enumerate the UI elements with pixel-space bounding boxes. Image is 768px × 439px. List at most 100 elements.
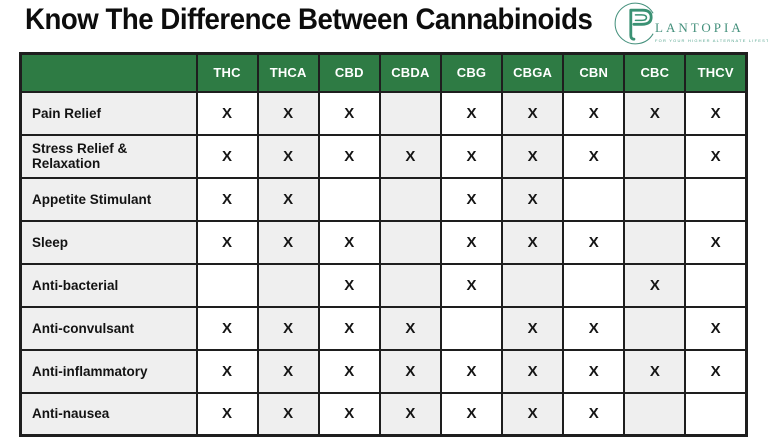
header-row: THC THCA CBD CBDA CBG CBGA CBN CBC THCV — [19, 52, 748, 93]
table-row: Sleep X X X X X X X — [19, 219, 748, 265]
mark-cell: X — [684, 133, 748, 179]
column-header-cbda: CBDA — [378, 52, 442, 93]
column-header-cbc: CBC — [623, 52, 687, 93]
table-row: Appetite Stimulant X X X X — [19, 176, 748, 222]
mark-cell: X — [562, 305, 626, 351]
mark-cell — [623, 133, 687, 179]
mark-cell: X — [684, 219, 748, 265]
row-label: Appetite Stimulant — [19, 176, 198, 222]
row-label: Pain Relief — [19, 90, 198, 136]
mark-cell: X — [623, 262, 687, 308]
mark-cell: X — [317, 262, 381, 308]
mark-cell: X — [439, 262, 504, 308]
mark-cell — [378, 90, 442, 136]
mark-cell — [623, 305, 687, 351]
corner-cell — [19, 52, 198, 93]
mark-cell: X — [439, 176, 504, 222]
table-row: Anti-inflammatory X X X X X X X X X — [19, 348, 748, 394]
cannabinoid-comparison-table: THC THCA CBD CBDA CBG CBGA CBN CBC THCV Pain Rel… — [19, 52, 748, 437]
mark-cell — [562, 176, 626, 222]
column-header-thca: THCA — [256, 52, 320, 93]
mark-cell — [684, 262, 748, 308]
mark-cell — [623, 391, 687, 437]
mark-cell: X — [501, 391, 565, 437]
mark-cell: X — [684, 305, 748, 351]
column-header-cbga: CBGA — [501, 52, 565, 93]
row-label: Anti-inflammatory — [19, 348, 198, 394]
mark-cell: X — [256, 219, 320, 265]
mark-cell: X — [256, 133, 320, 179]
mark-cell: X — [256, 348, 320, 394]
mark-cell — [623, 219, 687, 265]
logo-text: LANTOPIA FOR YOUR HIGHER ALTERNATE LIFES… — [655, 20, 768, 43]
mark-cell: X — [317, 305, 381, 351]
mark-cell: X — [378, 133, 442, 179]
row-label: Stress Relief & Relaxation — [19, 133, 198, 179]
mark-cell: X — [195, 176, 259, 222]
mark-cell: X — [562, 391, 626, 437]
column-header-thcv: THCV — [684, 52, 748, 93]
mark-cell: X — [317, 391, 381, 437]
mark-cell: X — [501, 348, 565, 394]
mark-cell — [684, 176, 748, 222]
table-row: Anti-bacterial X X X — [19, 262, 748, 308]
mark-cell: X — [195, 348, 259, 394]
mark-cell: X — [439, 348, 504, 394]
mark-cell: X — [378, 391, 442, 437]
mark-cell — [378, 176, 442, 222]
mark-cell: X — [501, 176, 565, 222]
row-label: Anti-nausea — [19, 391, 198, 437]
plantopia-logo: LANTOPIA FOR YOUR HIGHER ALTERNATE LIFES… — [612, 0, 768, 47]
mark-cell: X — [195, 90, 259, 136]
table-row: Anti-convulsant X X X X X X X — [19, 305, 748, 351]
mark-cell: X — [562, 133, 626, 179]
table-row: Pain Relief X X X X X X X X — [19, 90, 748, 136]
mark-cell: X — [317, 348, 381, 394]
mark-cell: X — [378, 348, 442, 394]
mark-cell: X — [623, 348, 687, 394]
mark-cell: X — [562, 219, 626, 265]
mark-cell — [378, 219, 442, 265]
row-label: Anti-convulsant — [19, 305, 198, 351]
mark-cell: X — [378, 305, 442, 351]
mark-cell: X — [317, 90, 381, 136]
mark-cell: X — [684, 90, 748, 136]
table-row: Anti-nausea X X X X X X X — [19, 391, 748, 437]
column-header-cbd: CBD — [317, 52, 381, 93]
mark-cell: X — [256, 90, 320, 136]
mark-cell: X — [256, 391, 320, 437]
mark-cell: X — [562, 90, 626, 136]
mark-cell — [195, 262, 259, 308]
mark-cell: X — [317, 133, 381, 179]
mark-cell — [439, 305, 504, 351]
mark-cell: X — [256, 176, 320, 222]
column-header-cbn: CBN — [562, 52, 626, 93]
mark-cell: X — [562, 348, 626, 394]
row-label: Anti-bacterial — [19, 262, 198, 308]
logo-wordmark: LANTOPIA — [655, 20, 744, 35]
mark-cell: X — [439, 90, 504, 136]
mark-cell: X — [684, 348, 748, 394]
table-body: Pain Relief X X X X X X X X Stress Relief & Relax… — [19, 90, 748, 437]
mark-cell: X — [501, 90, 565, 136]
plantopia-p-icon — [614, 2, 654, 45]
mark-cell: X — [623, 90, 687, 136]
mark-cell: X — [439, 219, 504, 265]
column-header-cbg: CBG — [439, 52, 504, 93]
mark-cell: X — [195, 219, 259, 265]
mark-cell: X — [195, 391, 259, 437]
logo-tagline: FOR YOUR HIGHER ALTERNATE LIFESTYLE — [655, 38, 768, 43]
table-header: THC THCA CBD CBDA CBG CBGA CBN CBC THCV — [19, 52, 748, 93]
mark-cell: X — [195, 133, 259, 179]
mark-cell — [256, 262, 320, 308]
mark-cell: X — [195, 305, 259, 351]
mark-cell: X — [501, 305, 565, 351]
mark-cell: X — [317, 219, 381, 265]
mark-cell: X — [501, 219, 565, 265]
mark-cell — [501, 262, 565, 308]
row-label: Sleep — [19, 219, 198, 265]
mark-cell: X — [256, 305, 320, 351]
table-row: Stress Relief & Relaxation X X X X X X X X — [19, 133, 748, 179]
page-title: Know The Difference Between Cannabinoids — [25, 3, 593, 36]
